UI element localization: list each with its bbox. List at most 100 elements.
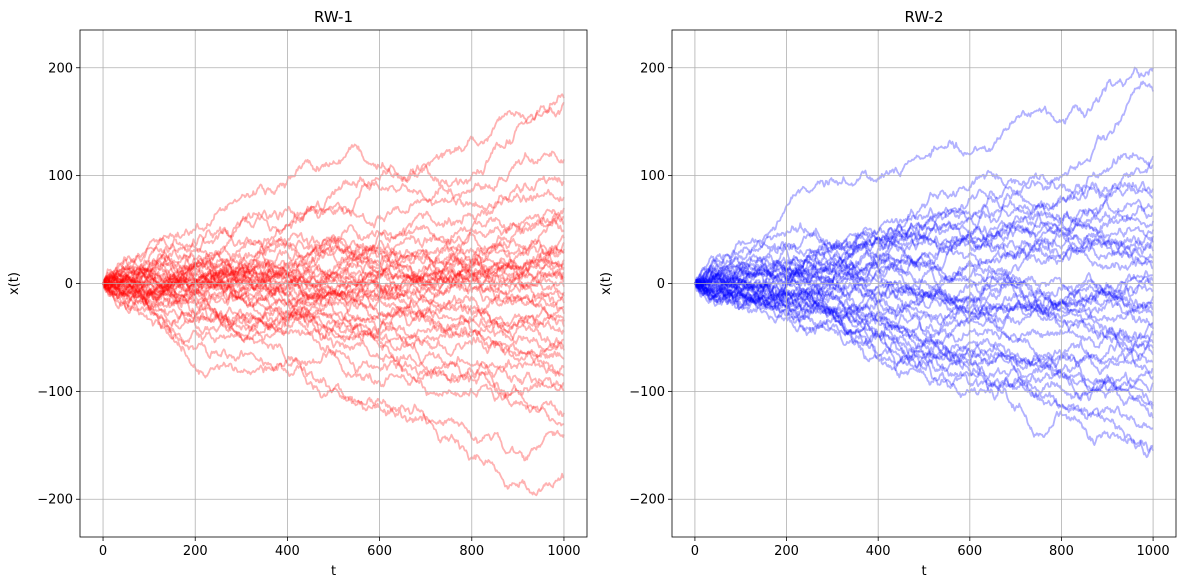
- x-tick-label: 1000: [1137, 544, 1170, 559]
- series-line: [102, 261, 565, 311]
- x-tick-label: 800: [1049, 544, 1074, 559]
- chart-title: RW-1: [314, 8, 353, 26]
- series-line: [102, 244, 565, 304]
- y-tick-label: 100: [48, 169, 73, 184]
- series-line: [694, 279, 1154, 366]
- series-line: [102, 283, 564, 358]
- series-line: [102, 274, 565, 427]
- series-line: [694, 278, 1154, 419]
- series-line: [694, 155, 1154, 288]
- series-line: [694, 281, 1154, 339]
- series-line: [694, 272, 1154, 380]
- series-line: [694, 152, 1154, 290]
- series-line: [102, 258, 565, 304]
- y-tick-label: −200: [37, 493, 73, 508]
- series-line: [694, 265, 1154, 318]
- x-tick-label: 200: [774, 544, 799, 559]
- series-line: [694, 256, 1154, 307]
- series-line: [694, 186, 1154, 285]
- series-line: [694, 282, 1154, 392]
- x-tick-label: 0: [691, 544, 699, 559]
- series-line: [694, 222, 1154, 285]
- series-line: [102, 283, 565, 383]
- y-tick-label: −200: [629, 493, 665, 508]
- series-line: [694, 253, 1154, 349]
- series-line: [102, 259, 565, 327]
- series-line: [102, 243, 565, 291]
- series-line: [102, 282, 565, 392]
- series-line: [102, 249, 565, 335]
- y-tick-label: −100: [37, 385, 73, 400]
- series-line: [694, 280, 1154, 344]
- chart-panel-rw1: 0 200 400 600 800 1000 −200 −100 0 100 200 RW-1 t x(t…: [7, 8, 588, 579]
- chart-title: RW-2: [905, 8, 944, 26]
- series-line: [694, 207, 1154, 285]
- x-tick-label: 800: [459, 544, 484, 559]
- y-tick-label: 0: [657, 277, 665, 292]
- series-line: [102, 249, 565, 309]
- series-group: [694, 66, 1154, 459]
- series-line: [102, 208, 565, 319]
- series-line: [694, 180, 1154, 289]
- series-line: [102, 175, 565, 286]
- series-line: [102, 207, 565, 296]
- series-line: [694, 220, 1154, 302]
- series-line: [102, 262, 565, 351]
- series-line: [694, 278, 1154, 399]
- y-tick-label: 200: [48, 61, 73, 76]
- series-line: [694, 271, 1154, 354]
- series-line: [103, 217, 565, 294]
- x-tick-label: 0: [99, 544, 107, 559]
- chart-panel-rw2: 0 200 400 600 800 1000 −200 −100 0 100 200 RW-2 t x(t…: [599, 8, 1177, 579]
- series-line: [694, 270, 1154, 430]
- series-line: [102, 93, 565, 286]
- x-tick-label: 200: [183, 544, 208, 559]
- x-axis-label: t: [331, 564, 336, 579]
- x-tick-label: 400: [275, 544, 300, 559]
- series-line: [694, 233, 1154, 290]
- series-line: [694, 203, 1154, 284]
- series-line: [694, 279, 1154, 347]
- y-axis-label: x(t): [7, 272, 22, 295]
- x-tick-label: 600: [367, 544, 392, 559]
- series-line: [102, 212, 565, 284]
- series-line: [694, 275, 1154, 459]
- series-line: [694, 230, 1154, 294]
- series-line: [102, 283, 565, 497]
- series-line: [694, 280, 1154, 406]
- series-line: [694, 278, 1154, 453]
- series-line: [694, 80, 1154, 285]
- series-line: [102, 281, 565, 331]
- series-line: [102, 272, 565, 377]
- x-axis-label: t: [921, 564, 926, 579]
- series-line: [102, 271, 565, 363]
- y-tick-label: 200: [640, 61, 665, 76]
- series-line: [694, 271, 1154, 351]
- series-line: [694, 282, 1154, 410]
- series-line: [102, 283, 565, 462]
- series-line: [102, 244, 565, 293]
- series-line: [694, 275, 1154, 389]
- series-line: [694, 282, 1154, 350]
- series-line: [102, 232, 565, 305]
- y-axis-label: x(t): [599, 272, 614, 295]
- x-tick-label: 600: [957, 544, 982, 559]
- series-line: [102, 249, 565, 308]
- x-tick-label: 1000: [547, 544, 580, 559]
- series-line: [102, 260, 565, 330]
- series-line: [102, 270, 565, 330]
- series-line: [102, 234, 565, 307]
- series-line: [694, 66, 1154, 289]
- series-line: [102, 282, 565, 402]
- series-line: [102, 101, 565, 292]
- series-line: [694, 280, 1154, 320]
- series-line: [102, 188, 565, 291]
- series-line: [102, 252, 565, 309]
- series-line: [102, 258, 565, 308]
- series-group: [102, 93, 565, 497]
- series-line: [102, 236, 565, 290]
- y-tick-label: 100: [640, 169, 665, 184]
- series-line: [102, 224, 565, 304]
- y-tick-label: −100: [629, 385, 665, 400]
